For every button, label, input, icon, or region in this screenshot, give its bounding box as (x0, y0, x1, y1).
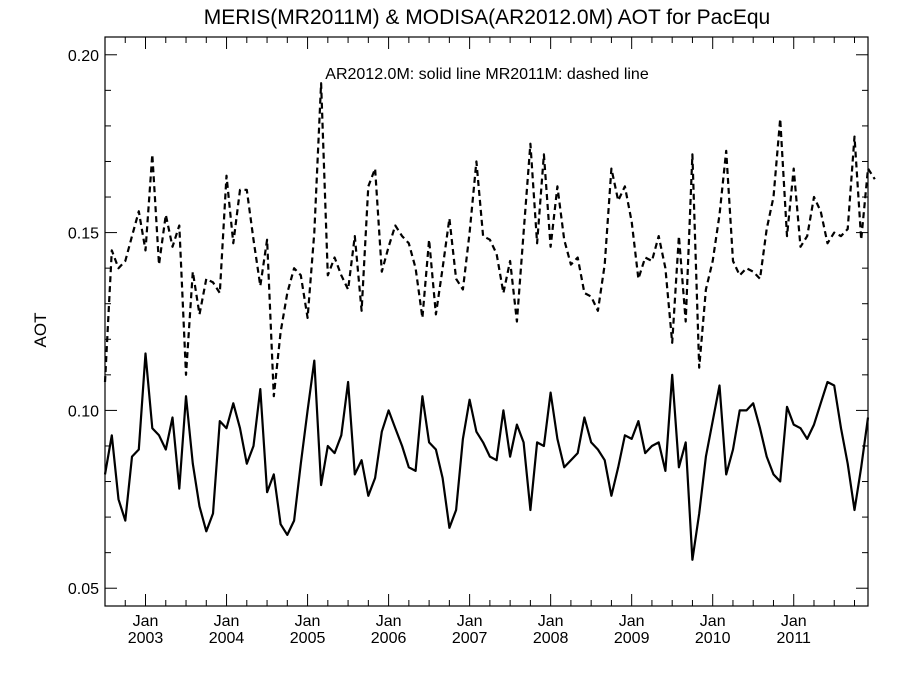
series-layer (103, 82, 876, 561)
series-line-ar2012-0m (103, 352, 870, 561)
x-tick-month-label: Jan (538, 613, 564, 630)
chart-title: MERIS(MR2011M) & MODISA(AR2012.0M) AOT f… (204, 6, 770, 29)
x-tick-year-label: 2005 (290, 630, 326, 647)
x-axis: Jan2003Jan2004Jan2005Jan2006Jan2007Jan20… (104, 37, 855, 647)
legend-annotation: AR2012.0M: solid line MR2011M: dashed li… (325, 66, 649, 83)
y-tick-label: 0.20 (68, 48, 99, 65)
x-tick-year-label: 2006 (371, 630, 407, 647)
x-tick-month-label: Jan (376, 613, 402, 630)
plot-frame (104, 36, 869, 607)
x-tick-month-label: Jan (133, 613, 159, 630)
x-tick-month-label: Jan (781, 613, 807, 630)
x-tick-month-label: Jan (700, 613, 726, 630)
x-tick-month-label: Jan (457, 613, 483, 630)
x-tick-year-label: 2011 (777, 630, 812, 647)
y-axis: 0.05 0.10 0.15 0.20 (68, 48, 868, 598)
x-tick-month-label: Jan (295, 613, 321, 630)
x-tick-year-label: 2003 (128, 630, 164, 647)
x-tick-month-label: Jan (619, 613, 645, 630)
x-tick-year-label: 2007 (452, 630, 488, 647)
x-tick-month-label: Jan (214, 613, 240, 630)
x-tick-year-label: 2008 (533, 630, 569, 647)
y-tick-label: 0.10 (68, 403, 99, 420)
x-tick-year-label: 2009 (614, 630, 650, 647)
series-line-mr2011m (103, 82, 876, 398)
x-tick-year-label: 2004 (209, 630, 245, 647)
y-axis-label: AOT (31, 313, 50, 348)
y-tick-label: 0.15 (68, 226, 99, 243)
y-tick-label: 0.05 (68, 581, 99, 598)
x-tick-year-label: 2010 (695, 630, 731, 647)
plot-border (104, 36, 869, 607)
